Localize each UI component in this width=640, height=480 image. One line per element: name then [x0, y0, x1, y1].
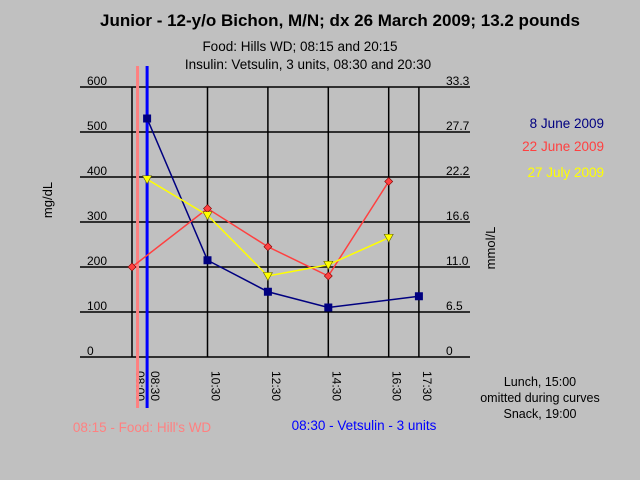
y-tick-right-27.7: 27.7	[446, 119, 470, 133]
point-series-2-14:30	[323, 260, 334, 270]
insulin-subtitle: Insulin: Vetsulin, 3 units, 08:30 and 20…	[185, 57, 431, 72]
y-tick-right-0: 0	[446, 344, 453, 358]
y-tick-left-200: 200	[87, 254, 107, 268]
legend-27-july: 27 July 2009	[527, 165, 604, 180]
chart-title: Junior - 12-y/o Bichon, M/N; dx 26 March…	[100, 11, 580, 30]
x-tick-08:00: 08:00	[133, 371, 147, 401]
x-tick-16:30: 16:30	[390, 371, 404, 401]
x-tick-14:30: 14:30	[329, 371, 343, 401]
y-tick-right-22.2: 22.2	[446, 164, 470, 178]
x-tick-17:30: 17:30	[420, 371, 434, 401]
food-event-label: 08:15 - Food: Hill's WD	[73, 420, 212, 435]
point-series-2-12:30	[262, 272, 273, 282]
point-series-1-12:30	[263, 242, 273, 252]
data-series	[127, 114, 423, 312]
point-series-2-08:30	[142, 175, 153, 185]
x-tick-10:30: 10:30	[209, 371, 223, 401]
y-tick-left-500: 500	[87, 119, 107, 133]
y-tick-right-16.6: 16.6	[446, 209, 470, 223]
legend-8-june: 8 June 2009	[530, 116, 604, 131]
y-tick-left-100: 100	[87, 299, 107, 313]
y-tick-right-6.5: 6.5	[446, 299, 463, 313]
y-tick-left-300: 300	[87, 209, 107, 223]
note-lunch: Lunch, 15:00	[504, 375, 576, 389]
point-series-0-17:30	[414, 292, 423, 301]
point-series-1-14:30	[323, 271, 333, 281]
insulin-event-label: 08:30 - Vetsulin - 3 units	[292, 418, 437, 433]
point-series-2-10:30	[202, 211, 213, 221]
note-snack: Snack, 19:00	[504, 407, 577, 421]
point-series-0-10:30	[203, 256, 212, 265]
y-tick-left-600: 600	[87, 74, 107, 88]
food-subtitle: Food: Hills WD; 08:15 and 20:15	[202, 39, 397, 54]
y-tick-right-33.3: 33.3	[446, 74, 470, 88]
y-tick-right-11.0: 11.0	[446, 254, 469, 268]
y-tick-left-0: 0	[87, 344, 94, 358]
y-tick-left-400: 400	[87, 164, 107, 178]
y-axis-right-label: mmol/L	[483, 227, 498, 270]
legend-22-june: 22 June 2009	[522, 139, 604, 154]
point-series-1-08:00	[127, 262, 137, 272]
point-series-0-12:30	[263, 287, 272, 296]
point-series-1-16:30	[384, 177, 394, 186]
point-series-2-16:30	[383, 233, 394, 243]
event-lines	[136, 66, 149, 408]
y-axis-left-label: mg/dL	[40, 182, 55, 218]
note-omitted: omitted during curves	[480, 391, 600, 405]
x-tick-08:30: 08:30	[148, 371, 162, 401]
point-series-0-14:30	[324, 303, 333, 312]
point-series-0-08:30	[143, 114, 152, 123]
x-tick-12:30: 12:30	[269, 371, 283, 401]
